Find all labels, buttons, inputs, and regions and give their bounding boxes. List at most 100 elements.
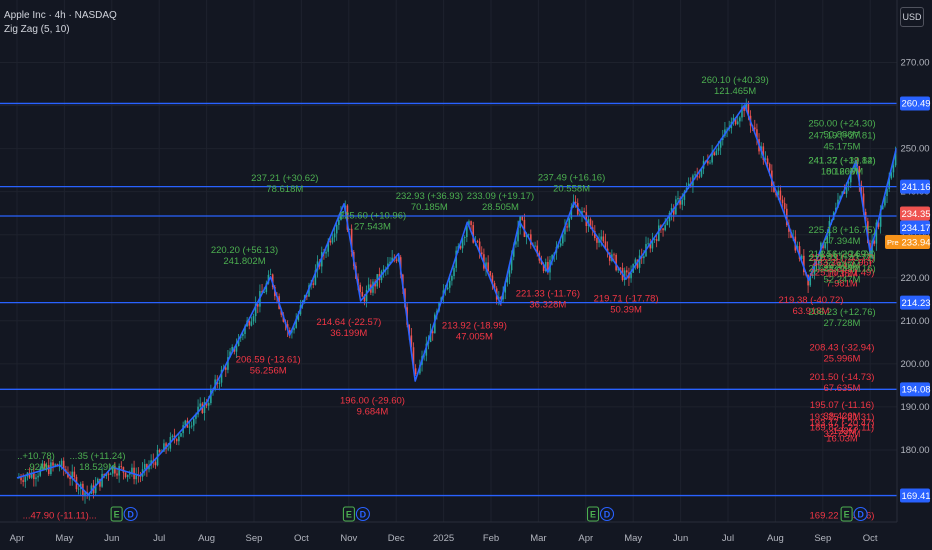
candle-body <box>325 251 327 254</box>
candle-body <box>195 414 197 419</box>
zigzag-label-price: 233.36 (-7.96) <box>812 257 872 268</box>
candle-body <box>681 199 684 205</box>
zigzag-label-volume: 56.256M <box>250 366 287 377</box>
symbol-title[interactable]: Apple Inc · 4h · NASDAQ <box>4 10 117 21</box>
zigzag-label-volume: 70.185M <box>411 202 448 213</box>
candle-body <box>510 256 513 271</box>
candle-body <box>500 297 502 300</box>
candle-body <box>131 467 133 474</box>
candle-body <box>862 193 865 212</box>
zigzag-label-price: 237.49 (+16.16) <box>538 172 605 183</box>
candle-body <box>188 426 191 428</box>
time-tick-label: Apr <box>10 533 25 544</box>
candle-body <box>148 465 150 470</box>
candle-body <box>504 282 507 293</box>
candle-body <box>120 466 123 468</box>
candle-body <box>579 214 581 216</box>
price-tag-label: 169.41 <box>901 491 930 502</box>
candle-body <box>346 205 349 230</box>
candle-body <box>886 188 888 196</box>
candle-body <box>453 267 455 276</box>
zigzag-label-volume: 10.38M <box>826 268 858 279</box>
candle-body <box>826 236 829 244</box>
currency-button[interactable]: USD <box>900 7 924 27</box>
candle-body <box>683 191 686 200</box>
event-markers[interactable]: EDEDEDEDEDEDE <box>110 506 932 522</box>
candle-body <box>875 222 878 244</box>
candle-body <box>218 382 221 384</box>
time-axis[interactable]: Apr May Jun Jul Aug Sep Oct Nov Dec 2025 Feb Mar Apr… <box>0 521 897 550</box>
candle-body <box>845 183 848 194</box>
zigzag-label-volume: 8.166M <box>826 167 858 178</box>
dividend-icon <box>599 506 615 522</box>
zigzag-label-price: ...47.90 (-11.11)... <box>23 510 97 521</box>
candle-body <box>566 226 568 228</box>
zigzag-label-price: 213.92 (-18.99) <box>442 321 507 332</box>
horizontal-levels[interactable] <box>0 102 897 497</box>
candle-body <box>30 472 33 478</box>
candle-body <box>634 259 637 264</box>
candle-body <box>734 117 737 125</box>
candle-body <box>382 269 385 272</box>
candle-body <box>884 195 886 206</box>
candle-body <box>412 347 415 369</box>
candle-body <box>58 466 61 468</box>
candle-body <box>35 477 37 480</box>
candle-body <box>762 146 765 160</box>
zigzag-label-price: 208.43 (-32.94) <box>810 343 875 354</box>
zigzag-label-volume: 50.39M <box>610 304 642 315</box>
candle-body <box>43 463 46 469</box>
candle-body <box>783 203 786 209</box>
candle-body <box>852 170 854 172</box>
candle-body <box>890 172 893 179</box>
candle-body <box>77 488 80 490</box>
candle-body <box>707 160 709 164</box>
candle-body <box>295 319 297 328</box>
candle-body <box>231 346 233 352</box>
zigzag-label-price: 260.10 (+40.39) <box>701 75 768 86</box>
zigzag-label-price: 193.25 (-21.31) <box>810 412 875 423</box>
candle-body <box>525 234 528 237</box>
candle-body <box>613 254 615 256</box>
zigzag-label-volume: 36.328M <box>529 300 566 311</box>
candle-body <box>881 205 884 210</box>
dividend-icon-letter: D <box>857 510 864 520</box>
candle-body <box>480 252 483 255</box>
zigzag-label-volume: 78.618M <box>266 184 303 195</box>
candle-body <box>158 449 161 452</box>
candle-body <box>207 403 210 406</box>
time-tick-label: May <box>55 533 73 544</box>
zigzag-label-price: 214.56 (+24.74) <box>808 249 875 260</box>
candle-body <box>391 257 393 262</box>
candle-body <box>244 326 246 334</box>
time-tick-label: Aug <box>198 533 215 544</box>
candle-body <box>585 212 588 227</box>
candle-body <box>719 140 722 148</box>
candle-body <box>858 166 861 186</box>
zigzag-label-price: 196.00 (-29.60) <box>340 395 405 406</box>
candle-body <box>521 216 524 220</box>
candle-body <box>489 271 492 276</box>
candle-body <box>54 464 56 466</box>
zigzag-label-volume: 52.247M <box>824 275 861 286</box>
candle-body <box>122 467 125 473</box>
zigzag-label-volume: 43.049M <box>824 264 861 275</box>
candle-body <box>363 296 366 302</box>
candle-body <box>143 464 146 470</box>
indicator-title[interactable]: Zig Zag (5, 10) <box>4 24 70 35</box>
zigzag-label-volume: 18.529M <box>79 462 116 473</box>
price-axis[interactable]: 180.00190.00200.00210.00220.00230.00240.… <box>885 0 932 550</box>
candle-body <box>114 465 116 474</box>
candle-body <box>726 128 728 130</box>
zigzag-label-price: 232.93 (+36.93) <box>396 191 463 202</box>
candle-body <box>242 333 244 337</box>
candle-body <box>839 196 841 200</box>
candle-body <box>171 435 174 437</box>
candle-body <box>508 270 511 277</box>
zigzag-label-price: 250.00 (+24.30) <box>808 119 875 130</box>
candle-body <box>626 270 628 273</box>
candle-body <box>809 275 812 286</box>
zigzag-label-volume: 22.282M <box>824 264 861 275</box>
zigzag-label-price: ...35 (+11.24) <box>70 451 126 462</box>
